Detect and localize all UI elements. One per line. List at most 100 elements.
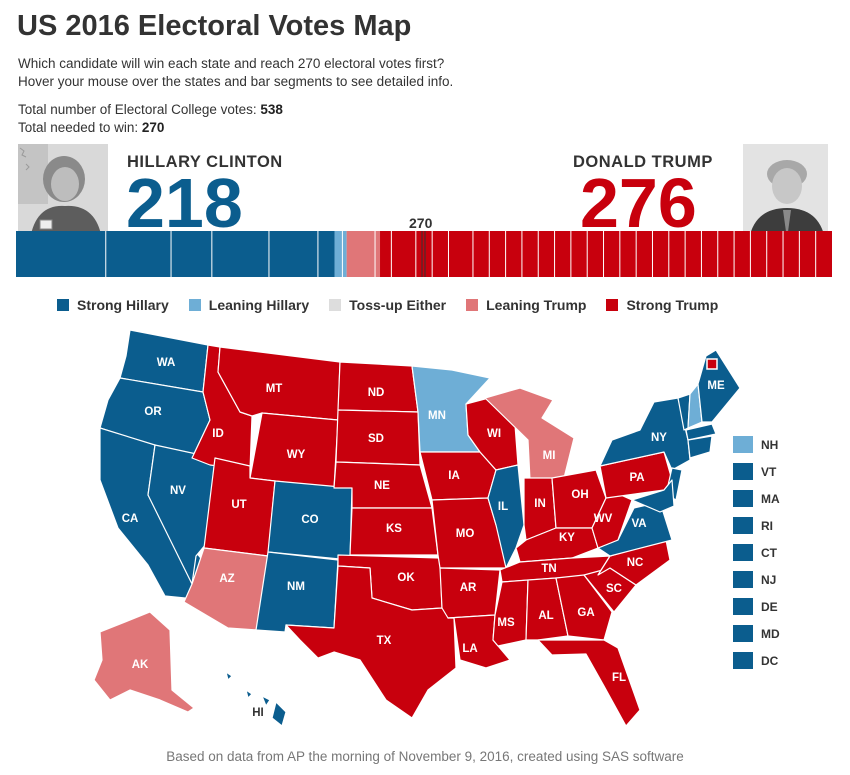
state-label-TN: TN — [541, 563, 556, 575]
needed-votes-line: Total needed to win: 270 — [18, 119, 283, 137]
legend-swatch — [188, 299, 201, 311]
state-label-KS: KS — [386, 523, 402, 535]
small-state-label: NJ — [761, 572, 777, 587]
legend-item-tossup: Toss-up Either — [329, 297, 446, 313]
bar-segment-strong-hillary[interactable] — [16, 231, 335, 277]
legend-label: Strong Trump — [626, 297, 719, 313]
state-AL[interactable] — [525, 577, 569, 641]
state-label-MT: MT — [266, 383, 283, 395]
threshold-label: 270 — [409, 215, 433, 231]
me-district-marker — [706, 358, 718, 370]
state-label-FL: FL — [612, 672, 626, 684]
bar-segments[interactable] — [16, 231, 832, 277]
legend-swatch — [329, 299, 342, 311]
legend-item-strong-trump: Strong Trump — [606, 297, 718, 313]
clinton-name: HILLARY CLINTON — [127, 153, 283, 171]
legend-label: Toss-up Either — [349, 297, 447, 313]
small-states-list: NH VT MA RI CT NJ DE MD DC — [733, 431, 780, 674]
state-IL[interactable] — [487, 464, 525, 569]
state-label-AL: AL — [538, 610, 553, 622]
state-label-CO: CO — [301, 514, 318, 526]
small-state-label: RI — [761, 518, 773, 533]
state-label-WV: WV — [594, 513, 613, 525]
state-label-MI: MI — [543, 450, 556, 462]
bar-dividers — [105, 231, 817, 277]
small-state-label: MA — [761, 491, 780, 506]
state-label-CA: CA — [122, 513, 139, 525]
small-state-label: DC — [761, 653, 779, 668]
small-state-NH[interactable]: NH — [733, 431, 780, 458]
small-state-swatch — [733, 571, 753, 588]
total-votes-label: Total number of Electoral College votes: — [18, 102, 257, 117]
small-state-label: MD — [761, 626, 780, 641]
electoral-vote-bar[interactable] — [16, 231, 832, 277]
trump-name: DONALD TRUMP — [573, 153, 713, 171]
state-label-WY: WY — [287, 449, 306, 461]
state-FL[interactable] — [537, 639, 641, 727]
intro-text: Which candidate will win each state and … — [18, 55, 453, 91]
state-label-SD: SD — [368, 433, 384, 445]
state-label-IN: IN — [534, 498, 546, 510]
small-state-DC[interactable]: DC — [733, 647, 780, 674]
legend-item-strong-hillary: Strong Hillary — [57, 297, 169, 313]
small-state-MD[interactable]: MD — [733, 620, 780, 647]
small-state-swatch — [733, 517, 753, 534]
small-state-label: CT — [761, 545, 777, 560]
clinton-votes: 218 — [126, 164, 243, 242]
needed-votes-value: 270 — [141, 120, 165, 135]
state-label-ID: ID — [212, 428, 224, 440]
totals-block: Total number of Electoral College votes:… — [18, 101, 283, 137]
small-state-swatch — [733, 463, 753, 480]
needed-votes-label: Total needed to win: — [18, 120, 139, 135]
state-TX[interactable] — [285, 565, 457, 719]
legend-label: Leaning Trump — [486, 297, 587, 313]
state-label-PA: PA — [629, 472, 644, 484]
state-label-OR: OR — [144, 406, 162, 418]
state-label-NE: NE — [374, 480, 390, 492]
state-label-MS: MS — [497, 617, 515, 629]
trump-votes: 276 — [580, 164, 697, 242]
state-label-ME: ME — [707, 380, 725, 392]
state-label-WI: WI — [487, 428, 501, 440]
state-label-KY: KY — [559, 532, 575, 544]
intro-line-2: Hover your mouse over the states and bar… — [18, 74, 454, 89]
state-label-TX: TX — [377, 635, 392, 647]
small-state-RI[interactable]: RI — [733, 512, 780, 539]
total-votes-line: Total number of Electoral College votes:… — [18, 101, 283, 119]
state-MA[interactable] — [685, 423, 717, 441]
small-state-CT[interactable]: CT — [733, 539, 780, 566]
state-HI[interactable] — [225, 671, 287, 727]
bar-segment-strong-trump[interactable] — [380, 231, 832, 277]
state-DE-MD[interactable] — [631, 479, 675, 513]
state-label-MO: MO — [456, 528, 475, 540]
small-state-swatch — [733, 490, 753, 507]
state-label-IA: IA — [448, 470, 460, 482]
small-state-NJ[interactable]: NJ — [733, 566, 780, 593]
state-MI[interactable] — [484, 387, 575, 481]
page-title: US 2016 Electoral Votes Map — [17, 10, 412, 42]
legend-item-leaning-hillary: Leaning Hillary — [188, 297, 310, 313]
small-state-VT[interactable]: VT — [733, 458, 780, 485]
state-label-OH: OH — [571, 489, 588, 501]
bar-segment-leaning-hillary[interactable] — [334, 231, 347, 277]
state-label-NM: NM — [287, 581, 305, 593]
legend: Strong Hillary Leaning Hillary Toss-up E… — [57, 297, 738, 313]
state-label-LA: LA — [462, 643, 477, 655]
total-votes-value: 538 — [260, 102, 283, 117]
small-state-label: DE — [761, 599, 778, 614]
bar-segment-leaning-trump[interactable] — [346, 231, 381, 277]
legend-label: Strong Hillary — [77, 297, 169, 313]
intro-line-1: Which candidate will win each state and … — [18, 56, 445, 71]
state-label-NY: NY — [651, 432, 667, 444]
state-AK[interactable] — [93, 611, 195, 713]
legend-swatch — [57, 299, 69, 311]
legend-label: Leaning Hillary — [208, 297, 310, 313]
small-state-label: NH — [761, 437, 779, 452]
state-GA[interactable] — [555, 574, 613, 641]
state-CT-RI[interactable] — [687, 435, 713, 459]
state-label-WA: WA — [157, 357, 176, 369]
small-state-DE[interactable]: DE — [733, 593, 780, 620]
small-state-label: VT — [761, 464, 777, 479]
state-label-AR: AR — [460, 582, 477, 594]
small-state-MA[interactable]: MA — [733, 485, 780, 512]
